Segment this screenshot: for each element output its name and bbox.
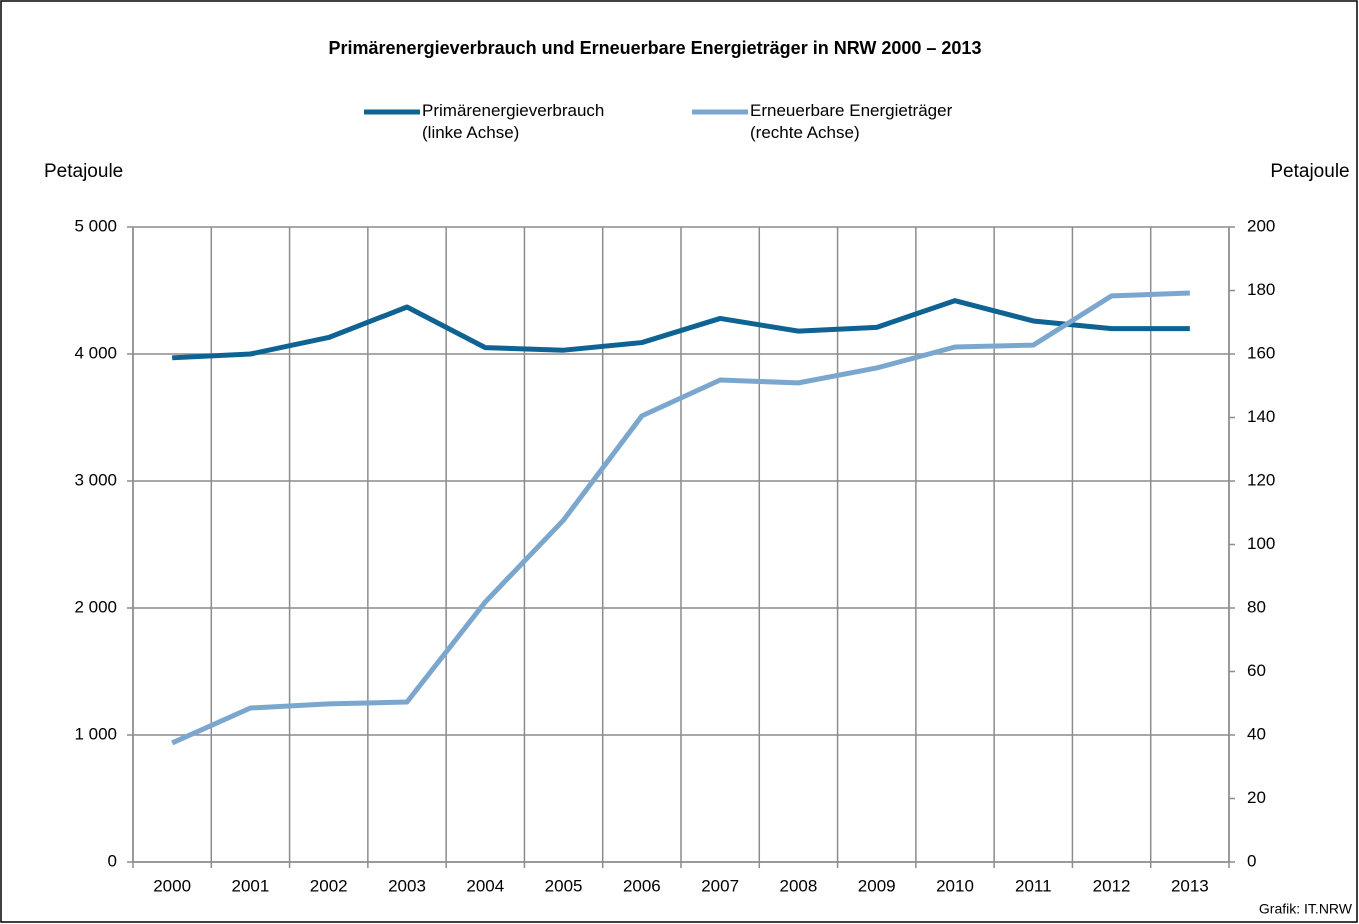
source: Grafik: IT.NRW bbox=[1259, 901, 1353, 917]
legend-label: Primärenergieverbrauch (linke Achse) bbox=[422, 101, 605, 142]
y-tick-label: 4 000 bbox=[74, 343, 117, 362]
x-tick-label: 2010 bbox=[936, 876, 974, 895]
y2-tick-label: 160 bbox=[1247, 343, 1275, 362]
x-tick-label: 2005 bbox=[545, 876, 583, 895]
series-line bbox=[172, 298, 1190, 361]
x-tick-label: 2003 bbox=[388, 876, 426, 895]
y2-tick-label: 200 bbox=[1247, 216, 1275, 235]
x-tick-label: 2008 bbox=[780, 876, 818, 895]
y-tick-label: 1 000 bbox=[74, 724, 117, 743]
y2-tick-label: 180 bbox=[1247, 280, 1275, 299]
x-tick-label: 2013 bbox=[1171, 876, 1209, 895]
y2-tick-label: 120 bbox=[1247, 470, 1275, 489]
x-tick-label: 2000 bbox=[153, 876, 191, 895]
x-tick-label: 2007 bbox=[701, 876, 739, 895]
x-tick-label: 2002 bbox=[310, 876, 348, 895]
y2-tick-label: 0 bbox=[1247, 851, 1256, 870]
x-tick-label: 2001 bbox=[232, 876, 270, 895]
x-tick-label: 2004 bbox=[466, 876, 504, 895]
series-line bbox=[171, 290, 1190, 746]
y-tick-label: 5 000 bbox=[74, 216, 117, 235]
y-axis-label: Petajoule bbox=[44, 161, 123, 182]
y2-tick-label: 20 bbox=[1247, 788, 1266, 807]
y2-axis-label: Petajoule bbox=[1270, 161, 1349, 182]
x-tick-label: 2006 bbox=[623, 876, 661, 895]
x-tick-label: 2009 bbox=[858, 876, 896, 895]
y-tick-label: 0 bbox=[108, 851, 117, 870]
y-tick-label: 2 000 bbox=[74, 597, 117, 616]
y-tick-label: 3 000 bbox=[74, 470, 117, 489]
legend-label: Erneuerbare Energieträger (rechte Achse) bbox=[750, 101, 953, 142]
y2-tick-label: 100 bbox=[1247, 534, 1275, 553]
y2-tick-label: 40 bbox=[1247, 724, 1266, 743]
x-tick-label: 2011 bbox=[1015, 876, 1052, 895]
y2-tick-label: 60 bbox=[1247, 661, 1266, 680]
y2-tick-label: 140 bbox=[1247, 407, 1275, 426]
chart-title: Primärenergieverbrauch und Erneuerbare E… bbox=[329, 38, 982, 58]
x-tick-label: 2012 bbox=[1093, 876, 1131, 895]
y2-tick-label: 80 bbox=[1247, 597, 1266, 616]
